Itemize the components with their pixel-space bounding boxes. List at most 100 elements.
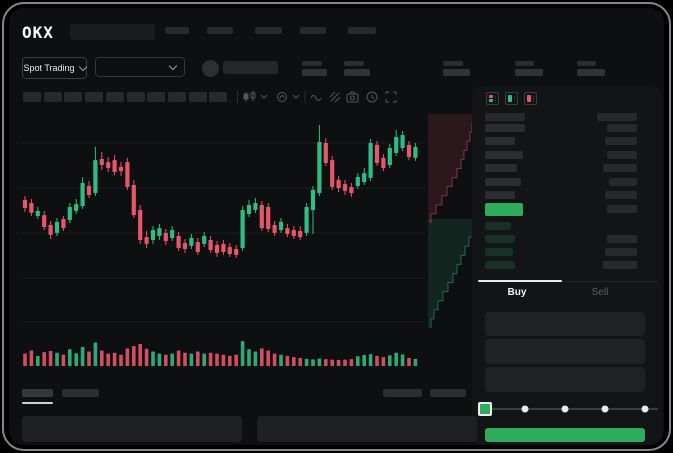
candle: [278, 217, 284, 233]
orders-panel-placeholder[interactable]: [22, 416, 242, 442]
amount-slider-track[interactable]: [484, 408, 658, 410]
volume-bar: [170, 353, 174, 366]
slider-stop[interactable]: [561, 405, 569, 413]
volume-bar: [138, 343, 142, 366]
last-price-bar[interactable]: [485, 203, 523, 216]
candle: [157, 223, 162, 240]
slider-stop[interactable]: [641, 405, 649, 413]
camera-icon[interactable]: [346, 91, 359, 103]
candle: [138, 204, 143, 244]
slider-stop[interactable]: [521, 405, 529, 413]
nav-item[interactable]: [300, 27, 326, 34]
total-input[interactable]: [485, 367, 645, 392]
bid-row-value-bar: [607, 235, 637, 243]
bid-row-size-bar: [485, 222, 511, 230]
volume-bar: [394, 352, 398, 366]
volume-bar: [375, 355, 379, 366]
bottom-action-button[interactable]: [383, 389, 422, 397]
volume-bar: [413, 358, 418, 366]
market-type-label: Spot Trading: [23, 63, 75, 73]
volume-bar: [189, 353, 194, 366]
buy-submit-button[interactable]: [485, 428, 645, 442]
chevron-down-icon[interactable]: [260, 94, 268, 99]
timeframe-button[interactable]: [167, 92, 186, 102]
brush-tool-icon[interactable]: [329, 91, 341, 103]
bottom-tab[interactable]: [22, 389, 53, 397]
nav-item[interactable]: [207, 27, 233, 34]
history-panel-placeholder[interactable]: [257, 416, 477, 442]
volume-bar: [298, 358, 302, 366]
depth-asks-line: [430, 114, 475, 223]
chevron-down-icon[interactable]: [292, 94, 300, 99]
timeframe-button[interactable]: [105, 92, 124, 102]
volume-bar: [119, 354, 123, 366]
active-tab-indicator: [478, 280, 562, 282]
nav-item[interactable]: [348, 27, 376, 34]
market-type-selector[interactable]: Spot Trading: [22, 57, 87, 79]
volume-bar: [157, 353, 162, 366]
toolbar-divider: [237, 91, 238, 103]
volume-bar: [247, 349, 251, 366]
indicators-icon[interactable]: [277, 92, 287, 102]
bid-row-size-bar: [485, 261, 515, 269]
fullscreen-icon[interactable]: [385, 91, 397, 103]
ask-row-value-bar: [605, 137, 637, 146]
candle: [227, 243, 232, 257]
toggle-book-combined-icon[interactable]: [486, 92, 499, 105]
book-header-value-bar: [597, 113, 637, 121]
okx-logo[interactable]: OKX: [22, 23, 54, 42]
timeframe-button[interactable]: [147, 92, 166, 102]
search-input[interactable]: [70, 24, 155, 40]
volume-bar: [221, 354, 226, 366]
candlestick-chart-canvas[interactable]: [9, 8, 664, 445]
stat-label-placeholder: [344, 61, 364, 66]
toggle-book-bids-icon[interactable]: [505, 92, 518, 105]
bottom-action-button[interactable]: [430, 389, 466, 397]
wave-tool-icon[interactable]: [310, 95, 322, 101]
price-input[interactable]: [485, 312, 645, 336]
ask-row-value-bar: [605, 191, 637, 199]
candle: [112, 155, 117, 176]
volume-bar: [68, 349, 72, 366]
depth-chart[interactable]: [428, 112, 478, 330]
volume-bar: [23, 353, 27, 366]
candle: [221, 239, 226, 255]
candle-type-icon[interactable]: [243, 91, 256, 102]
toggle-book-asks-icon[interactable]: [524, 92, 537, 105]
volume-bar: [324, 359, 328, 366]
volume-bar: [253, 351, 258, 366]
pair-name-placeholder[interactable]: [223, 61, 278, 74]
tab-sell[interactable]: Sell: [591, 287, 609, 298]
volume-bar: [183, 352, 187, 366]
volume-bar: [215, 353, 219, 366]
volume-bar: [279, 354, 283, 366]
nav-item[interactable]: [165, 27, 189, 34]
volume-bar: [304, 358, 309, 366]
nav-item[interactable]: [255, 27, 282, 34]
ask-row-value-bar: [603, 164, 637, 173]
timeframe-button[interactable]: [85, 92, 104, 102]
slider-handle[interactable]: [478, 402, 492, 416]
timeframe-button[interactable]: [43, 92, 62, 102]
candle: [381, 153, 386, 172]
tab-buy[interactable]: Buy: [507, 287, 527, 298]
ask-row-size-bar: [485, 177, 521, 186]
stat-label-placeholder: [302, 61, 322, 66]
timeframe-button[interactable]: [23, 92, 41, 102]
history-icon[interactable]: [366, 91, 378, 103]
bid-row-value-bar: [605, 248, 637, 256]
timeframe-button[interactable]: [126, 92, 145, 102]
timeframe-button[interactable]: [64, 92, 83, 102]
pair-search-dropdown[interactable]: [95, 57, 185, 77]
depth-bids-line: [430, 219, 477, 328]
last-price-value-bar: [607, 205, 637, 213]
candle: [394, 129, 399, 156]
timeframe-button[interactable]: [188, 92, 207, 102]
candle: [362, 168, 367, 185]
candle: [208, 236, 213, 253]
timeframe-button[interactable]: [209, 92, 228, 102]
slider-stop[interactable]: [601, 405, 609, 413]
bottom-tab[interactable]: [62, 389, 99, 397]
volume-bar: [381, 357, 386, 366]
amount-input[interactable]: [485, 339, 645, 364]
